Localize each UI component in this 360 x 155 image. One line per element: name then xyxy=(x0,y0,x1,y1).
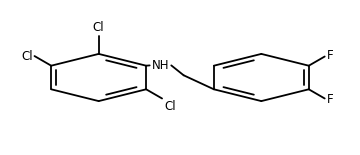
Text: NH: NH xyxy=(152,59,169,72)
Text: Cl: Cl xyxy=(164,100,176,113)
Text: F: F xyxy=(327,93,333,106)
Text: Cl: Cl xyxy=(21,50,32,63)
Text: Cl: Cl xyxy=(93,21,104,33)
Text: F: F xyxy=(327,49,333,62)
